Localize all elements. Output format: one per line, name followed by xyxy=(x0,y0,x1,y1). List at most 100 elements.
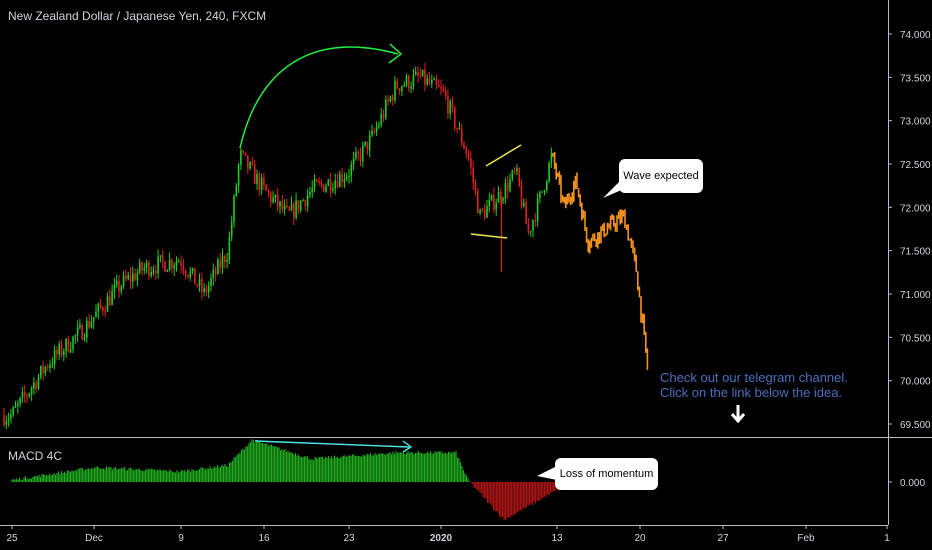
macd-bar-142 xyxy=(224,463,226,482)
macd-bar-120 xyxy=(191,469,193,482)
candle-body-115 xyxy=(267,190,270,193)
macd-bar-185 xyxy=(288,452,291,482)
x-tick-label-6: 13 xyxy=(551,533,563,544)
macd-bar-222 xyxy=(344,455,346,482)
macd-bar-88 xyxy=(143,471,145,482)
candle-body-171 xyxy=(396,81,399,89)
macd-bar-32 xyxy=(59,474,61,482)
macd-bar-94 xyxy=(152,468,154,482)
candle-body-38 xyxy=(90,322,93,328)
macd-bar-303 xyxy=(465,475,468,482)
candle-body-57 xyxy=(134,273,136,281)
macd-bar-10 xyxy=(26,478,28,482)
macd-bar-41 xyxy=(72,471,75,482)
macd-bar-49 xyxy=(84,469,87,482)
macd-bar-71 xyxy=(117,468,120,482)
macd-bar-290 xyxy=(446,453,448,482)
trend-arc-arrowhead xyxy=(388,43,403,64)
candle-body-177 xyxy=(410,86,412,89)
macd-bar-187 xyxy=(291,452,294,482)
macd-bar-140 xyxy=(221,464,223,482)
candle-body-211 xyxy=(488,199,491,207)
candle-body-56 xyxy=(132,273,134,282)
loss-of-momentum-callout[interactable]: Loss of momentum xyxy=(555,458,658,490)
macd-bar-136 xyxy=(215,467,217,482)
macd-bar-214 xyxy=(332,458,334,482)
macd-bar-58 xyxy=(98,467,100,482)
candle-body-10 xyxy=(26,395,28,397)
macd-bar-105 xyxy=(168,469,171,482)
macd-bar-78 xyxy=(128,467,130,482)
macd-bar-297 xyxy=(456,457,459,482)
macd-bar-227 xyxy=(351,454,354,482)
macd-bar-360 xyxy=(551,482,553,492)
macd-bar-260 xyxy=(401,452,403,482)
macd-bar-165 xyxy=(258,441,261,482)
candle-body-191 xyxy=(442,88,445,91)
candle-body-206 xyxy=(477,190,479,214)
macd-bar-46 xyxy=(80,468,82,482)
macd-bar-352 xyxy=(539,482,541,501)
candle-body-89 xyxy=(207,285,210,293)
macd-bar-229 xyxy=(354,455,357,482)
macd-bar-289 xyxy=(444,452,447,482)
macd-bar-293 xyxy=(450,452,453,482)
macd-bar-6 xyxy=(20,480,22,482)
candle-body-196 xyxy=(454,107,456,128)
macd-bar-179 xyxy=(279,450,282,482)
macd-bar-107 xyxy=(171,472,174,482)
candle-body-45 xyxy=(106,296,109,312)
macd-bar-246 xyxy=(380,453,382,482)
candle-body-122 xyxy=(283,205,286,210)
candle-body-152 xyxy=(352,158,355,165)
candle-body-65 xyxy=(152,270,155,272)
macd-bar-299 xyxy=(459,462,462,482)
macd-bar-115 xyxy=(183,470,186,482)
candle-body-66 xyxy=(155,270,157,274)
macd-bar-339 xyxy=(519,482,522,510)
candle-body-130 xyxy=(302,200,304,202)
candle-body-81 xyxy=(189,271,192,278)
macd-bar-60 xyxy=(101,468,103,482)
macd-bar-231 xyxy=(357,455,360,482)
candle-body-160 xyxy=(371,131,373,136)
candle-body-212 xyxy=(490,194,493,200)
candle-body-37 xyxy=(88,320,90,328)
macd-bar-55 xyxy=(93,467,96,482)
macd-histogram-layer xyxy=(11,439,565,521)
macd-bar-154 xyxy=(242,448,244,482)
macd-bar-253 xyxy=(390,454,393,482)
macd-bar-68 xyxy=(113,467,115,482)
macd-bar-170 xyxy=(266,443,268,482)
candle-body-120 xyxy=(279,201,281,207)
candle-body-26 xyxy=(63,351,65,356)
candle-body-200 xyxy=(463,143,465,149)
macd-bar-21 xyxy=(42,473,45,482)
macd-bar-262 xyxy=(404,454,406,482)
macd-bar-335 xyxy=(513,482,516,515)
candle-body-135 xyxy=(313,179,316,188)
wave-expected-callout[interactable]: Wave expected xyxy=(619,159,703,193)
macd-bar-257 xyxy=(396,452,399,482)
macd-bar-69 xyxy=(114,467,117,482)
macd-bar-232 xyxy=(359,455,361,482)
candle-body-22 xyxy=(53,350,56,365)
macd-bar-273 xyxy=(420,452,423,482)
macd-bar-295 xyxy=(453,452,456,482)
candle-body-74 xyxy=(173,265,175,269)
macd-bar-324 xyxy=(497,482,499,513)
macd-bar-90 xyxy=(146,468,148,482)
macd-bar-182 xyxy=(284,448,286,482)
macd-bar-315 xyxy=(483,482,486,498)
macd-bar-345 xyxy=(528,482,531,506)
candle-body-76 xyxy=(178,261,180,263)
candle-body-215 xyxy=(497,191,500,203)
macd-bar-39 xyxy=(69,471,72,482)
candle-body-230 xyxy=(532,220,534,232)
x-tick-label-0: 25 xyxy=(6,533,18,544)
candle-body-3 xyxy=(10,414,12,419)
macd-bar-193 xyxy=(300,457,303,482)
macd-bar-270 xyxy=(416,452,418,482)
macd-bar-186 xyxy=(290,452,292,482)
